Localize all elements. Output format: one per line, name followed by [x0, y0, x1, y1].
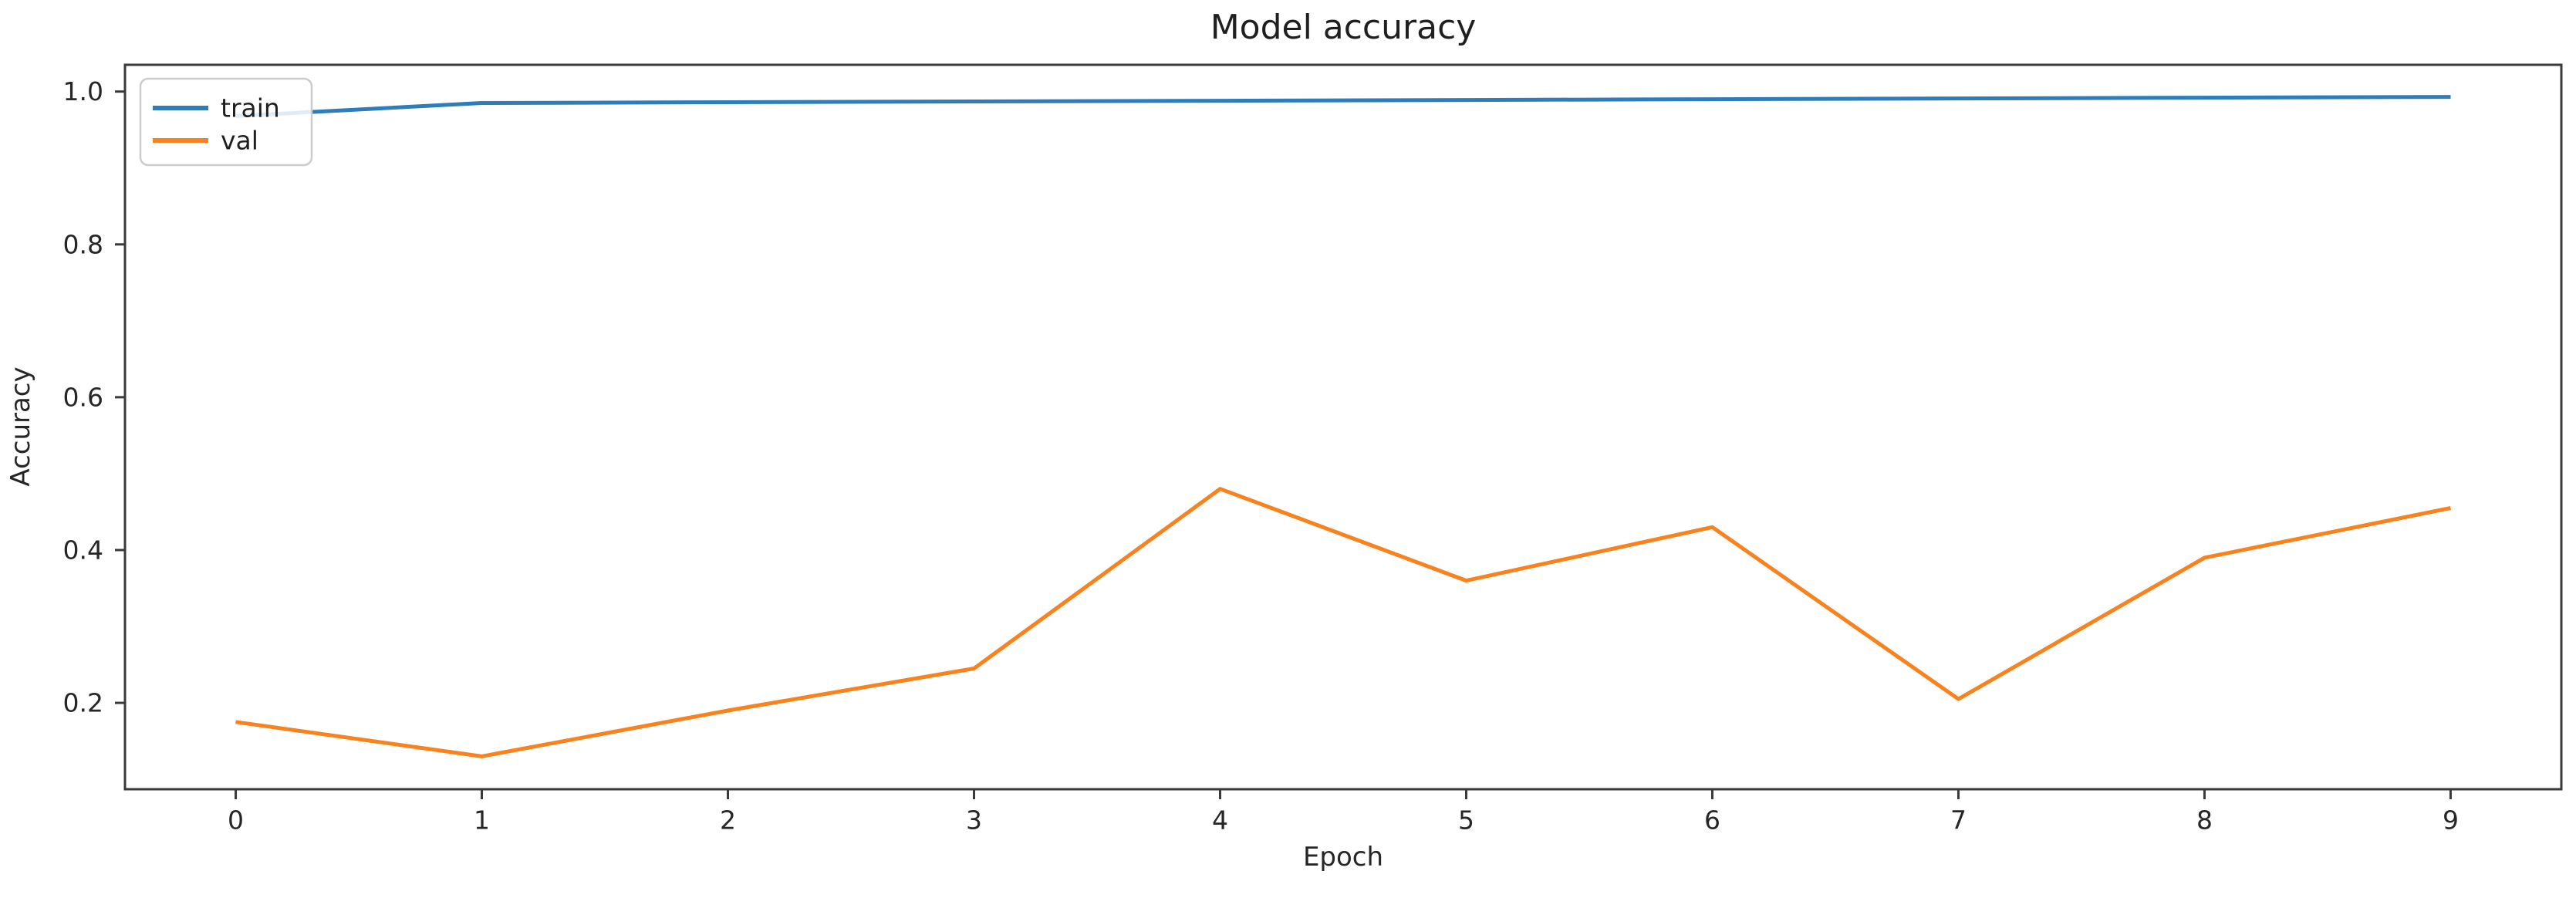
plot-area-frame — [123, 63, 2563, 791]
x-tick-label: 6 — [1704, 805, 1720, 836]
y-tick-label: 0.8 — [63, 229, 103, 259]
x-tick-label: 4 — [1212, 805, 1228, 836]
axis-ticks: 0 1 2 3 4 5 6 7 8 9 0.2 0.4 0.6 0.8 1.0 — [63, 76, 2459, 835]
x-tick-label: 9 — [2443, 805, 2459, 836]
legend-train-label: train — [221, 93, 280, 123]
y-tick-label: 0.2 — [63, 688, 103, 718]
series-lines — [235, 95, 2451, 758]
x-tick-label: 2 — [720, 805, 736, 836]
x-tick-label: 0 — [228, 805, 244, 836]
x-tick-label: 7 — [1950, 805, 1967, 836]
train-line — [235, 95, 2451, 118]
y-tick-label: 0.4 — [63, 535, 103, 565]
val-line — [235, 487, 2451, 758]
x-axis-label: Epoch — [1303, 842, 1383, 873]
x-tick-label: 3 — [966, 805, 982, 836]
x-tick-label: 1 — [474, 805, 490, 836]
legend: train val — [139, 77, 313, 167]
y-tick-label: 0.6 — [63, 382, 103, 412]
x-tick-label: 8 — [2196, 805, 2213, 836]
y-tick-label: 1.0 — [63, 76, 103, 106]
legend-val-label: val — [221, 126, 258, 156]
y-axis-label: Accuracy — [5, 366, 36, 486]
x-tick-label: 5 — [1458, 805, 1474, 836]
chart-title: Model accuracy — [1210, 8, 1477, 47]
legend-box — [139, 77, 313, 167]
